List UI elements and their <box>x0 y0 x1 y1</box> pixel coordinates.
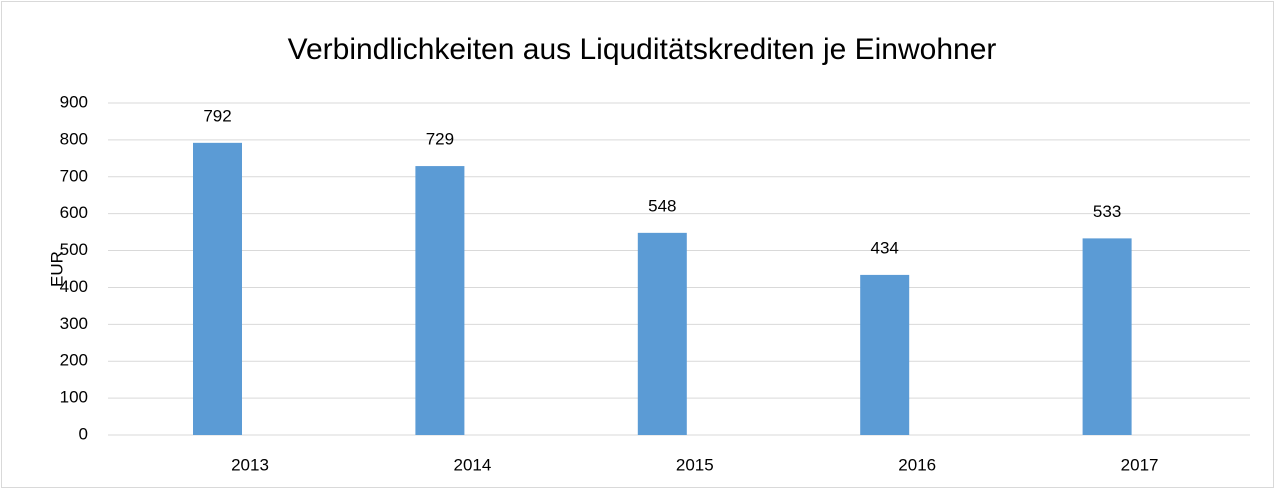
y-tick-label: 900 <box>60 92 88 111</box>
data-label: 533 <box>1093 202 1121 221</box>
chart-title: Verbindlichkeiten aus Liquditätskrediten… <box>288 33 997 66</box>
x-tick-label: 2015 <box>676 455 714 474</box>
bar <box>637 232 687 435</box>
data-label: 729 <box>426 130 454 149</box>
y-tick-label: 200 <box>60 351 88 370</box>
y-tick-label: 800 <box>60 129 88 148</box>
bar <box>860 274 910 435</box>
y-tick-label: 0 <box>79 424 88 443</box>
bar <box>1082 238 1132 435</box>
bar <box>193 142 242 435</box>
bar <box>415 166 465 435</box>
data-label: 434 <box>871 238 899 257</box>
x-tick-label: 2013 <box>231 455 269 474</box>
y-axis-label: EUR <box>47 251 66 287</box>
y-tick-label: 700 <box>60 166 88 185</box>
data-label: 548 <box>648 196 676 215</box>
y-tick-label: 400 <box>60 277 88 296</box>
data-label: 792 <box>203 106 231 125</box>
x-tick-label: 2017 <box>1121 455 1159 474</box>
x-tick-label: 2016 <box>898 455 936 474</box>
y-tick-label: 100 <box>60 388 88 407</box>
y-tick-label: 300 <box>60 314 88 333</box>
x-tick-label: 2014 <box>453 455 491 474</box>
y-tick-label: 600 <box>60 203 88 222</box>
y-tick-label: 500 <box>60 240 88 259</box>
